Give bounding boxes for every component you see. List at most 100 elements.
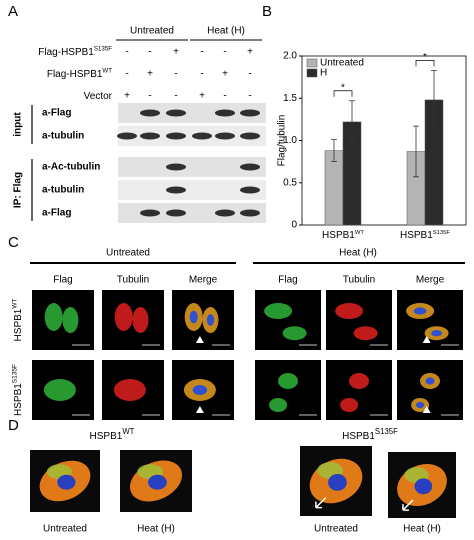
group-label: Heat (H) — [339, 248, 377, 259]
legend-swatch — [306, 58, 318, 68]
nucleus — [192, 385, 208, 395]
micrograph — [255, 360, 321, 420]
significance-star: * — [341, 82, 345, 93]
panel-label: C — [8, 234, 19, 251]
legend-label: Untreated — [320, 58, 364, 69]
band — [166, 209, 186, 217]
significance-bracket — [333, 90, 353, 97]
column-label: Tubulin — [117, 275, 149, 286]
column-label: Merge — [189, 275, 218, 286]
blot-label: a-Ac-tubulin — [42, 162, 100, 173]
image-caption: Heat (H) — [403, 524, 441, 535]
cell — [44, 303, 63, 331]
error-bar — [431, 69, 437, 130]
panel-label: D — [8, 417, 19, 434]
row-label-main: Vector — [84, 91, 113, 102]
arrowhead — [195, 406, 204, 413]
panel-label: A — [8, 3, 18, 20]
legend-label: H — [320, 68, 327, 79]
band — [240, 132, 260, 140]
sign: + — [124, 91, 130, 102]
nucleus — [416, 401, 425, 409]
image-title-main: HSPB1 — [342, 431, 375, 442]
micrograph — [397, 360, 463, 420]
column-label: Tubulin — [343, 275, 375, 286]
y-tick-label: 1.5 — [283, 93, 297, 104]
image-caption: Untreated — [43, 524, 87, 535]
band — [215, 132, 235, 140]
x-tick-label: HSPB1S135F — [400, 229, 450, 240]
nucleus — [431, 330, 442, 337]
row-label-main: HSPB1 — [13, 383, 24, 416]
blot-label: a-Flag — [42, 108, 71, 119]
cell — [43, 379, 76, 401]
sign: - — [174, 69, 177, 80]
arrowhead — [195, 336, 204, 343]
blot-strip — [118, 203, 266, 223]
cell — [269, 398, 288, 412]
cell — [264, 303, 293, 319]
sign: - — [200, 69, 203, 80]
band — [240, 186, 260, 194]
section-label: input — [13, 112, 24, 137]
cell — [335, 303, 364, 319]
row-label-sup: S135F — [94, 45, 112, 52]
nucleus — [148, 474, 167, 490]
band — [166, 109, 186, 117]
image-caption: Heat (H) — [137, 524, 175, 535]
cell — [353, 326, 378, 341]
sign: - — [248, 91, 251, 102]
section-label: IP: Flag — [13, 172, 24, 208]
row-label-main: Flag-HSPB1 — [47, 69, 103, 80]
column-label: Flag — [53, 275, 72, 286]
nucleus — [189, 310, 198, 324]
x-tick-label-main: HSPB1 — [400, 230, 433, 241]
arrowhead — [422, 406, 431, 413]
band — [240, 109, 260, 117]
group-label: Untreated — [106, 248, 150, 259]
image-title-sup: S135F — [375, 427, 398, 436]
sign: - — [148, 47, 151, 58]
cell — [62, 307, 79, 333]
blot-label: a-Flag — [42, 208, 71, 219]
nucleus — [57, 474, 76, 490]
sign: + — [222, 69, 228, 80]
cell — [113, 379, 146, 401]
nucleus — [206, 314, 215, 326]
row-label-sup: WT — [11, 299, 18, 309]
row-label: Flag-HSPB1WT — [47, 67, 112, 79]
cell — [282, 326, 307, 341]
band — [215, 109, 235, 117]
error-bar — [331, 139, 337, 163]
row-label-main: HSPB1 — [13, 308, 24, 341]
row-label-sup: S135F — [11, 364, 18, 383]
significance-bracket — [415, 60, 435, 67]
column-label: Merge — [416, 275, 445, 286]
error-bar — [349, 100, 355, 144]
nucleus — [413, 307, 427, 315]
legend-swatch — [306, 68, 318, 78]
cell — [349, 373, 369, 389]
x-tick-label: HSPB1WT — [322, 229, 364, 240]
row-label: HSPB1WT — [11, 299, 23, 342]
sign: - — [125, 47, 128, 58]
sign: - — [223, 91, 226, 102]
micrograph — [326, 290, 392, 350]
y-tick-label: 1.0 — [283, 135, 297, 146]
x-tick-label-sup: S135F — [433, 229, 451, 235]
band — [140, 132, 160, 140]
band — [117, 132, 137, 140]
column-label: Flag — [278, 275, 297, 286]
band — [240, 163, 260, 171]
band — [215, 209, 235, 217]
sign: - — [174, 91, 177, 102]
sign: - — [248, 69, 251, 80]
row-label: Flag-HSPB1S135F — [38, 45, 112, 57]
sign: + — [247, 47, 253, 58]
arrow — [315, 497, 327, 509]
y-tick-label: 0.5 — [283, 177, 297, 188]
cell — [278, 373, 298, 389]
nucleus — [414, 478, 433, 495]
y-tick-label: 0 — [291, 220, 297, 231]
